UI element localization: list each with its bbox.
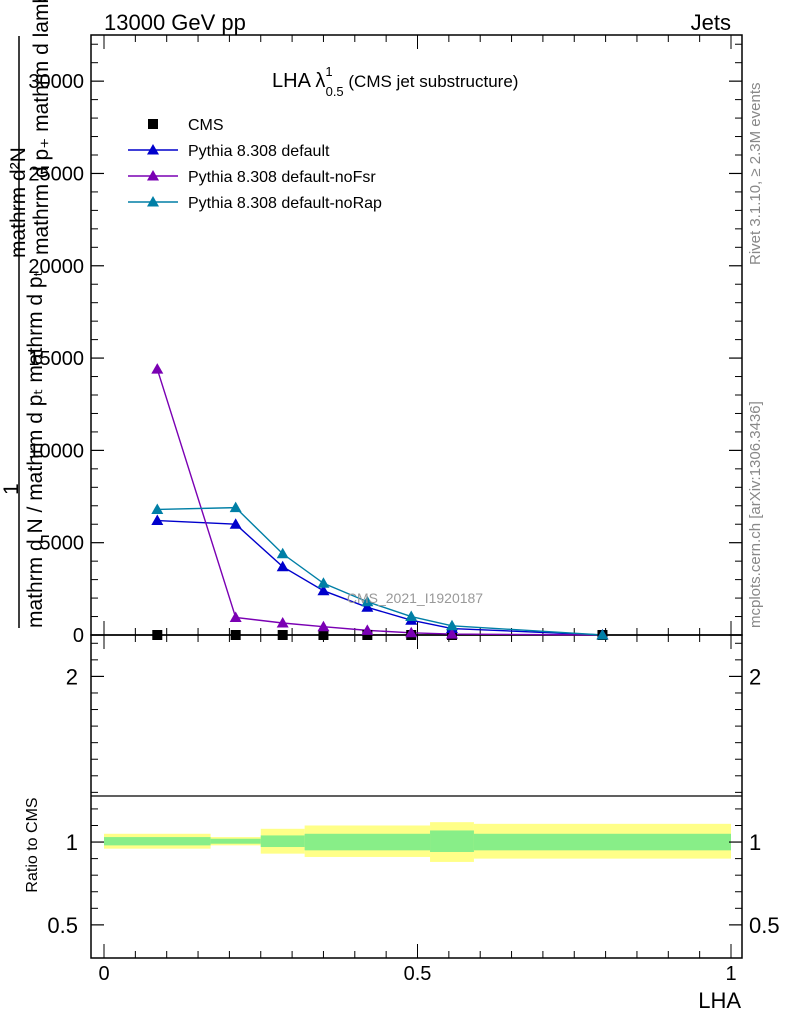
legend-marker-cms [148,119,158,129]
chart-title: LHA λ1 0.5 (CMS jet substructure) [272,64,518,99]
main-y-axis-label: mathrm d²N mathrm d p₊ mathrm d lambda 1… [0,0,53,628]
ylabel-denominator: mathrm d N / mathrm d pₜ mathrm d pₜ [24,270,47,628]
data-point-noFsr [445,628,458,639]
main-y-tick-label: 15000 [28,348,84,370]
ratio-y-tick-label: 2 [66,664,78,689]
legend-label-default: Pythia 8.308 default [188,143,330,160]
data-point-default [229,518,242,529]
ratio-y-tick-label-right: 0.5 [749,913,780,938]
ylabel-line2: mathrm d p₊ mathrm d lambda [30,0,53,255]
ratio-band-inner [210,838,261,844]
main-y-tick-label: 0 [73,625,84,647]
legend-label-noFsr: Pythia 8.308 default-noFsr [188,169,376,186]
x-axis-label: LHA [698,988,741,1013]
main-y-tick-label: 30000 [28,71,84,93]
ratio-band-inner [304,833,431,851]
ratio-y-axis-label: Ratio to CMS [24,797,41,892]
data-point-noRap [151,503,164,514]
x-tick-label: 1 [725,963,736,985]
main-y-tick-label: 25000 [28,163,84,185]
data-point-noRap [276,547,289,559]
data-point-noRap [361,595,374,607]
watermark: CMS_2021_I1920187 [347,590,483,606]
data-point-noRap [405,610,418,622]
ratio-y-tick-label-right: 2 [749,664,761,689]
data-point-noFsr [276,617,289,628]
ratio-y-tick-label-right: 1 [749,830,761,855]
main-y-tick-label: 10000 [28,440,84,462]
ratio-bands [104,822,731,862]
data-point-cms [277,630,288,640]
data-point-cms [152,630,163,640]
data-point-cms [362,630,373,640]
ratio-band-inner [430,830,474,852]
data-point-default [276,560,289,572]
ratio-y-tick-label: 1 [66,830,78,855]
main-y-tick-label: 20000 [28,256,84,278]
ratio-band-inner [473,833,731,851]
data-point-noRap [445,619,458,631]
data-point-noFsr [229,611,242,622]
rivet-label: Rivet 3.1.10, ≥ 2.3M events [747,83,764,266]
legend-marker-default [147,144,159,155]
title-suffix: (CMS jet substructure) [344,72,519,91]
ylabel-one: 1 [0,483,23,495]
header-left: 13000 GeV pp [104,10,246,35]
main-axes: 0 5000 10000 15000 20000 25000 30000 [28,35,742,647]
title-sub: 0.5 [326,84,344,99]
x-tick-label: 0 [98,963,109,985]
data-point-default [317,584,330,596]
main-series [151,363,609,640]
data-point-noFsr [361,624,374,635]
legend-marker-noRap [147,196,159,207]
ratio-band-inner [260,835,305,848]
legend: CMS Pythia 8.308 default Pythia 8.308 defa… [128,117,382,212]
title-main: LHA λ [272,70,325,92]
data-point-cms [230,630,241,640]
series-line-default [157,519,603,636]
x-tick-label: 0.5 [404,963,432,985]
ratio-axes: 0.5 0.5 1 1 2 2 0 0.5 1 [47,635,780,985]
data-point-cms [318,630,329,640]
data-point-noFsr [317,620,330,632]
header-right: Jets [691,10,731,35]
series-line-noRap [157,506,603,636]
legend-label-noRap: Pythia 8.308 default-noRap [188,195,382,212]
data-point-noRap [596,629,609,640]
legend-marker-noFsr [147,170,159,181]
data-point-noRap [317,577,330,588]
title-sup: 1 [325,64,332,79]
main-y-tick-label: 5000 [40,533,85,555]
legend-label-cms: CMS [188,117,224,134]
ratio-band-inner [104,837,211,846]
ratio-y-tick-label: 0.5 [47,913,78,938]
data-point-noRap [229,501,242,513]
mcplots-label: mcplots.cern.ch [arXiv:1306.3436] [747,401,764,628]
data-point-default [361,601,374,612]
series-line-noFsr [156,368,603,636]
data-point-noFsr [151,363,164,374]
data-point-default [151,514,164,526]
data-point-noFsr [405,626,418,638]
